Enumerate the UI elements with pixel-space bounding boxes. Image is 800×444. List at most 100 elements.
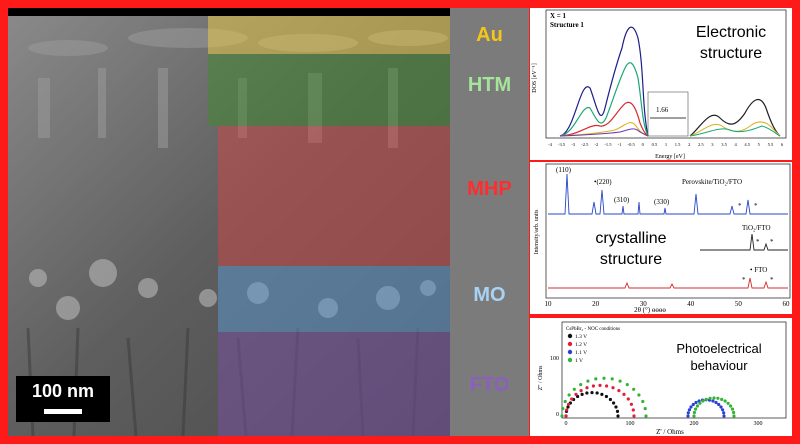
electronic-caption: Electronic structure — [676, 22, 786, 64]
layer-label-mhp: MHP — [467, 178, 512, 200]
imp-point — [579, 389, 583, 393]
dos-header-2: Structure 1 — [550, 21, 584, 29]
imp-point — [632, 387, 636, 391]
imp-legend-marker — [567, 357, 573, 363]
xrd-x-tick: 60 — [783, 300, 791, 308]
overlay-htm — [208, 54, 450, 126]
imp-point — [566, 405, 570, 409]
dos-curve-purple — [559, 128, 649, 137]
crystalline-structure-panel: Intensity/arb. units 2θ (°) ɵɵɵɵ (110) •… — [530, 162, 792, 314]
imp-header: CsPbBr₃ - NOC conditions — [566, 327, 620, 332]
imp-point — [691, 402, 695, 407]
imp-point — [567, 393, 571, 397]
xrd-trace-fto — [548, 277, 788, 289]
xrd-star-4: * — [770, 238, 774, 246]
xrd-plot: Intensity/arb. units 2θ (°) ɵɵɵɵ (110) •… — [534, 163, 791, 314]
impedance-plot: CsPbBr₃ - NOC conditions Z'' / Ohms Z' /… — [538, 321, 787, 436]
xrd-star-6: * — [770, 276, 774, 284]
imp-legend-label: 1 V — [575, 358, 583, 364]
imp-point — [708, 396, 712, 400]
sem-cross-section-image — [8, 8, 450, 436]
layer-label-column: Au HTM MHP MO FTO — [450, 8, 529, 436]
xrd-peak-220: •(220) — [594, 178, 612, 186]
dos-x-tick: 3 — [711, 142, 714, 147]
imp-point — [722, 414, 726, 418]
imp-point — [590, 391, 594, 395]
dos-x-tick: 1.5 — [675, 142, 681, 147]
overlay-mo — [218, 266, 450, 332]
imp-point — [580, 392, 584, 396]
scale-bar: 100 nm — [16, 376, 110, 422]
imp-point — [585, 391, 589, 395]
imp-point — [617, 389, 621, 393]
dos-x-tick: 5 — [758, 142, 761, 147]
imp-legend-label: 1.1 V — [575, 350, 587, 356]
dos-xlabel: Energy [eV] — [655, 154, 685, 160]
imp-point — [643, 407, 647, 411]
dos-header-1: X = 1 — [550, 12, 567, 20]
dos-x-tick: -2 — [595, 142, 599, 147]
xrd-label-fto: • FTO — [750, 266, 767, 274]
xrd-x-tick: 20 — [592, 300, 600, 308]
dos-x-tick: 6 — [781, 142, 784, 147]
electronic-structure-panel: X = 1 Structure 1 DOS [eV⁻¹] Energy [eV]… — [530, 8, 792, 160]
imp-point — [560, 414, 564, 418]
scale-bar-line — [44, 409, 82, 414]
imp-point — [600, 392, 604, 396]
dos-x-tick: 5.5 — [768, 142, 774, 147]
imp-point — [611, 386, 615, 390]
imp-point — [692, 414, 696, 418]
imp-point — [711, 399, 715, 403]
imp-point — [632, 414, 636, 418]
imp-point — [626, 397, 630, 401]
imp-point — [732, 410, 736, 415]
imp-point — [644, 414, 648, 418]
dos-x-tick: 4 — [734, 142, 737, 147]
electronic-caption-line1: Electronic — [695, 24, 767, 41]
gap-label: 1.66 — [656, 106, 669, 114]
imp-point — [686, 414, 690, 418]
imp-point — [714, 400, 718, 405]
imp-legend-label: 1.2 V — [575, 342, 587, 348]
imp-point — [598, 383, 602, 387]
xrd-ylabel: Intensity/arb. units — [534, 209, 540, 255]
overlay-mhp — [218, 126, 450, 266]
imp-point — [694, 400, 698, 405]
imp-point — [698, 401, 702, 405]
imp-point — [689, 405, 693, 409]
imp-point — [625, 383, 629, 387]
dos-x-tick: 0 — [642, 142, 645, 147]
imp-point — [564, 414, 568, 418]
imp-point — [608, 397, 612, 402]
imp-point — [723, 399, 727, 403]
imp-point — [604, 394, 608, 399]
imp-point — [616, 414, 620, 418]
dos-x-tick: -1.5 — [604, 142, 612, 147]
dos-ylabel: DOS [eV⁻¹] — [532, 63, 538, 92]
imp-point — [716, 396, 720, 400]
imp-point — [618, 379, 622, 383]
overlay-fto — [218, 332, 450, 436]
scale-bar-label: 100 nm — [31, 381, 95, 401]
imp-x-tick: 300 — [754, 421, 763, 427]
imp-point — [594, 377, 598, 381]
imp-legend: 1.3 V 1.2 V 1.1 V 1 V — [567, 333, 587, 364]
dos-curve-cb-black — [689, 98, 781, 137]
imp-point — [686, 411, 690, 415]
imp-point — [595, 391, 599, 395]
imp-point — [722, 411, 726, 415]
xrd-star-3: * — [756, 238, 760, 246]
layer-label-au: Au — [476, 24, 503, 46]
imp-legend-label: 1.3 V — [575, 334, 587, 340]
dos-x-tick: -4 — [548, 142, 552, 147]
imp-point — [622, 392, 626, 396]
dos-x-tick: 4.5 — [744, 142, 750, 147]
imp-point — [732, 414, 736, 418]
crystalline-caption-line2: structure — [599, 251, 663, 268]
photoelectrical-caption-line1: Photoelectrical — [676, 341, 762, 356]
imp-point — [563, 399, 567, 404]
imp-legend-marker — [567, 341, 573, 347]
gap-box — [647, 91, 689, 137]
imp-point — [561, 407, 565, 411]
imp-point — [701, 399, 705, 403]
